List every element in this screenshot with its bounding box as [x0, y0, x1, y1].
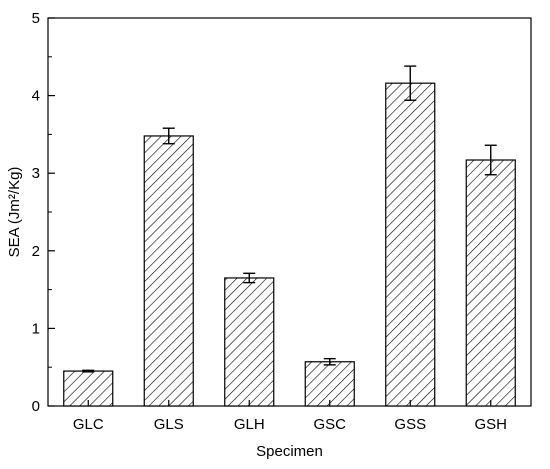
bar-gss	[385, 82, 436, 407]
x-axis: GLC GLS GLH GSC GSS GSH	[73, 400, 507, 433]
y-tick-label: 0	[32, 398, 40, 415]
y-tick-label: 2	[32, 243, 40, 260]
bar-gsc	[304, 361, 355, 407]
y-tick-label: 4	[32, 88, 40, 105]
y-tick-label: 1	[32, 320, 40, 337]
y-tick-label: 3	[32, 165, 40, 182]
bar-gsh	[465, 159, 516, 407]
x-tick-label: GLS	[154, 416, 184, 433]
y-tick-label: 5	[32, 10, 40, 27]
x-tick-label: GSC	[313, 416, 346, 433]
plot-frame	[47, 17, 532, 407]
bars	[63, 82, 516, 407]
x-tick-label: GSS	[394, 416, 426, 433]
bar-gls	[143, 135, 194, 407]
x-tick-label: GLH	[234, 416, 265, 433]
bar-glh	[224, 277, 275, 407]
y-axis: 0 1 2 3 4 5	[32, 10, 55, 415]
y-axis-title: SEA (Jm²/Kg)	[6, 167, 23, 258]
x-axis-title: Specimen	[256, 443, 323, 460]
x-tick-label: GLC	[73, 416, 104, 433]
x-tick-label: GSH	[474, 416, 507, 433]
error-bars	[82, 65, 497, 373]
